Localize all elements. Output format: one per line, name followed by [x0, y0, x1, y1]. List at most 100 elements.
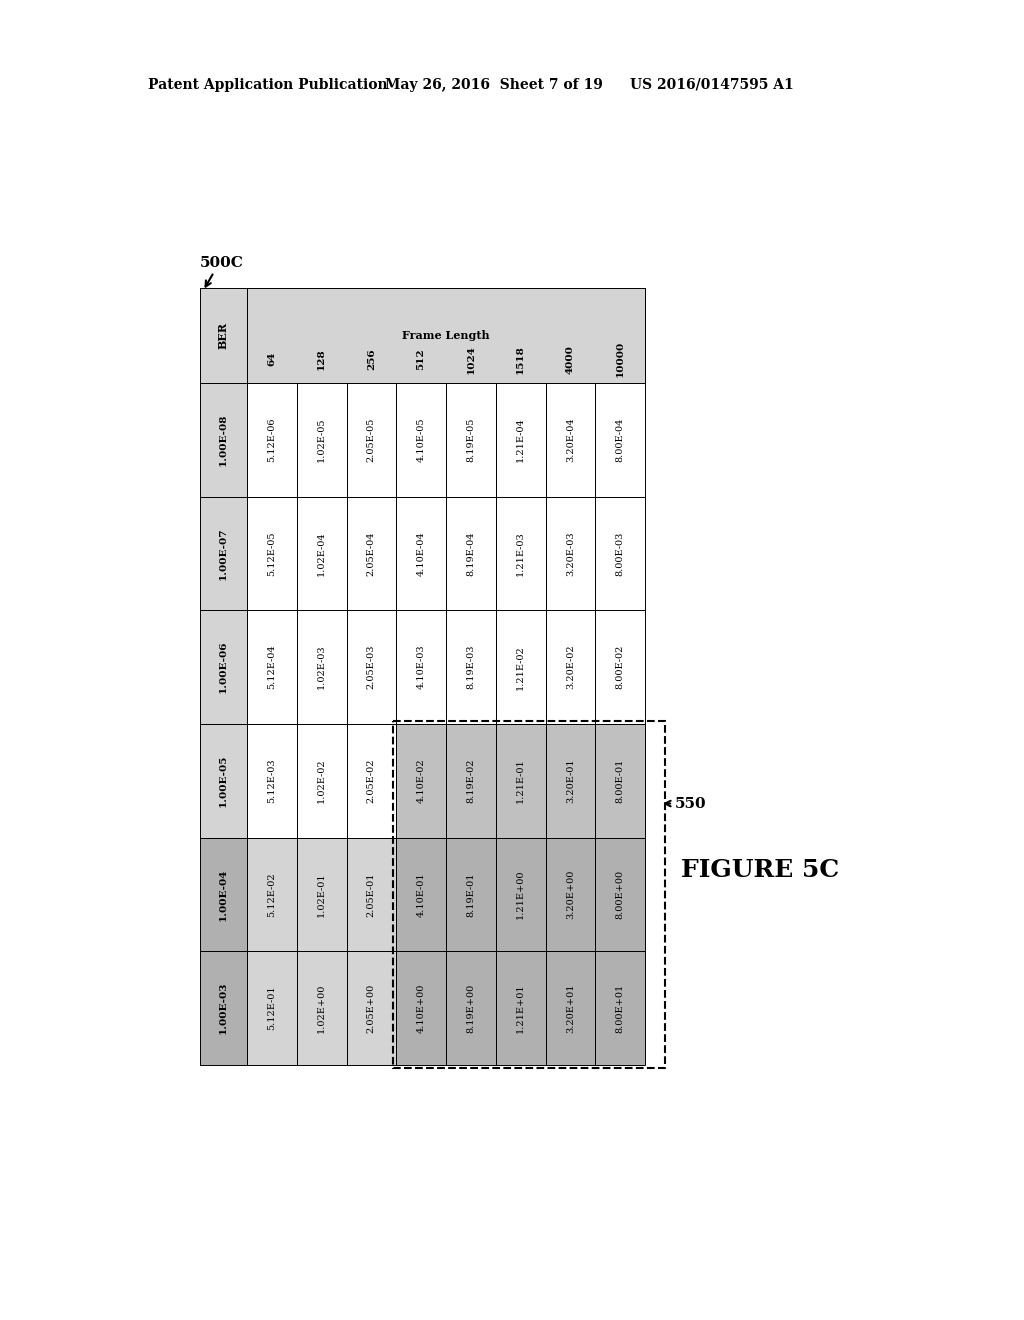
Text: 2.05E-04: 2.05E-04 [367, 531, 376, 576]
Bar [200, 496, 247, 610]
Text: 3.20E-04: 3.20E-04 [566, 417, 574, 462]
Text: 1.21E-02: 1.21E-02 [516, 644, 525, 689]
Text: 5.12E-05: 5.12E-05 [267, 531, 276, 576]
Bar [396, 288, 446, 383]
Bar [396, 496, 446, 610]
Bar [496, 838, 546, 952]
Text: 8.00E-03: 8.00E-03 [615, 532, 625, 576]
Text: 5.12E-04: 5.12E-04 [267, 645, 276, 689]
Text: 1.02E+00: 1.02E+00 [317, 983, 326, 1032]
Bar [297, 496, 346, 610]
Text: 1.00E-05: 1.00E-05 [219, 755, 228, 807]
Text: 3.20E+00: 3.20E+00 [566, 870, 574, 919]
Text: 8.19E+00: 8.19E+00 [466, 983, 475, 1032]
Bar [297, 288, 346, 383]
Bar [396, 723, 446, 838]
Bar [396, 610, 446, 723]
Text: 1.00E-04: 1.00E-04 [219, 869, 228, 920]
Text: 1.00E-06: 1.00E-06 [219, 642, 228, 693]
Text: 1024: 1024 [466, 345, 475, 374]
Bar [247, 288, 297, 383]
Text: 1518: 1518 [516, 345, 525, 374]
Bar [346, 838, 396, 952]
Bar [346, 288, 396, 383]
Text: 4.10E-01: 4.10E-01 [417, 873, 426, 917]
Bar [396, 383, 446, 496]
Bar [496, 383, 546, 496]
Bar [297, 383, 346, 496]
Bar [446, 496, 496, 610]
Text: 4.10E-02: 4.10E-02 [417, 759, 426, 803]
Text: 5.12E-01: 5.12E-01 [267, 986, 276, 1031]
Bar [595, 288, 645, 383]
Text: 8.19E-03: 8.19E-03 [466, 645, 475, 689]
Text: 1.02E-04: 1.02E-04 [317, 531, 326, 576]
Text: 1.00E-08: 1.00E-08 [219, 413, 228, 466]
Bar [200, 838, 247, 952]
Text: 5.12E-06: 5.12E-06 [267, 417, 276, 462]
Bar [546, 723, 595, 838]
Bar [595, 838, 645, 952]
Text: 4.10E-05: 4.10E-05 [417, 417, 426, 462]
Bar [297, 610, 346, 723]
Bar [393, 721, 665, 1068]
Bar [200, 723, 247, 838]
Text: 3.20E+01: 3.20E+01 [566, 983, 574, 1034]
Text: 8.00E-01: 8.00E-01 [615, 759, 625, 803]
Text: 1.21E+01: 1.21E+01 [516, 983, 525, 1034]
Bar [446, 383, 496, 496]
Bar [595, 610, 645, 723]
Bar [446, 952, 496, 1065]
Bar [496, 723, 546, 838]
Bar [546, 383, 595, 496]
Bar [595, 383, 645, 496]
Text: 1.21E-01: 1.21E-01 [516, 759, 525, 803]
Text: 4.10E-04: 4.10E-04 [417, 531, 426, 576]
Bar [595, 723, 645, 838]
Text: 64: 64 [267, 352, 276, 367]
Text: 500C: 500C [200, 256, 244, 271]
Bar [346, 952, 396, 1065]
Text: Frame Length: Frame Length [402, 330, 489, 341]
Text: 8.19E-05: 8.19E-05 [466, 417, 475, 462]
Text: BER: BER [218, 322, 229, 348]
Text: 5.12E-02: 5.12E-02 [267, 873, 276, 917]
Text: 1.21E+00: 1.21E+00 [516, 870, 525, 919]
Bar [346, 610, 396, 723]
Text: 1.02E-05: 1.02E-05 [317, 417, 326, 462]
Bar [546, 496, 595, 610]
Text: 1.02E-03: 1.02E-03 [317, 645, 326, 689]
Bar [247, 288, 645, 383]
Text: 5.12E-03: 5.12E-03 [267, 759, 276, 803]
Bar [297, 723, 346, 838]
Bar [496, 610, 546, 723]
Text: US 2016/0147595 A1: US 2016/0147595 A1 [630, 78, 794, 92]
Bar [200, 383, 247, 496]
Text: 256: 256 [367, 348, 376, 370]
Bar [346, 496, 396, 610]
Bar [247, 723, 297, 838]
Text: 1.21E-04: 1.21E-04 [516, 417, 525, 462]
Bar [247, 610, 297, 723]
Text: 1.21E-03: 1.21E-03 [516, 531, 525, 576]
Text: 1.02E-02: 1.02E-02 [317, 759, 326, 803]
Bar [446, 610, 496, 723]
Text: 8.00E-02: 8.00E-02 [615, 645, 625, 689]
Bar [546, 838, 595, 952]
Text: 8.00E+00: 8.00E+00 [615, 870, 625, 919]
Text: 3.20E-02: 3.20E-02 [566, 645, 574, 689]
Bar [346, 723, 396, 838]
Text: 4.10E-03: 4.10E-03 [417, 645, 426, 689]
Bar [200, 288, 247, 383]
Text: 1.02E-01: 1.02E-01 [317, 873, 326, 917]
Text: 2.05E+00: 2.05E+00 [367, 983, 376, 1032]
Bar [446, 288, 496, 383]
Text: 8.00E+01: 8.00E+01 [615, 983, 625, 1032]
Bar [496, 496, 546, 610]
Bar [496, 288, 546, 383]
Text: 8.00E-04: 8.00E-04 [615, 417, 625, 462]
Bar [200, 610, 247, 723]
Text: May 26, 2016  Sheet 7 of 19: May 26, 2016 Sheet 7 of 19 [385, 78, 603, 92]
Text: 2.05E-01: 2.05E-01 [367, 873, 376, 917]
Bar [396, 952, 446, 1065]
